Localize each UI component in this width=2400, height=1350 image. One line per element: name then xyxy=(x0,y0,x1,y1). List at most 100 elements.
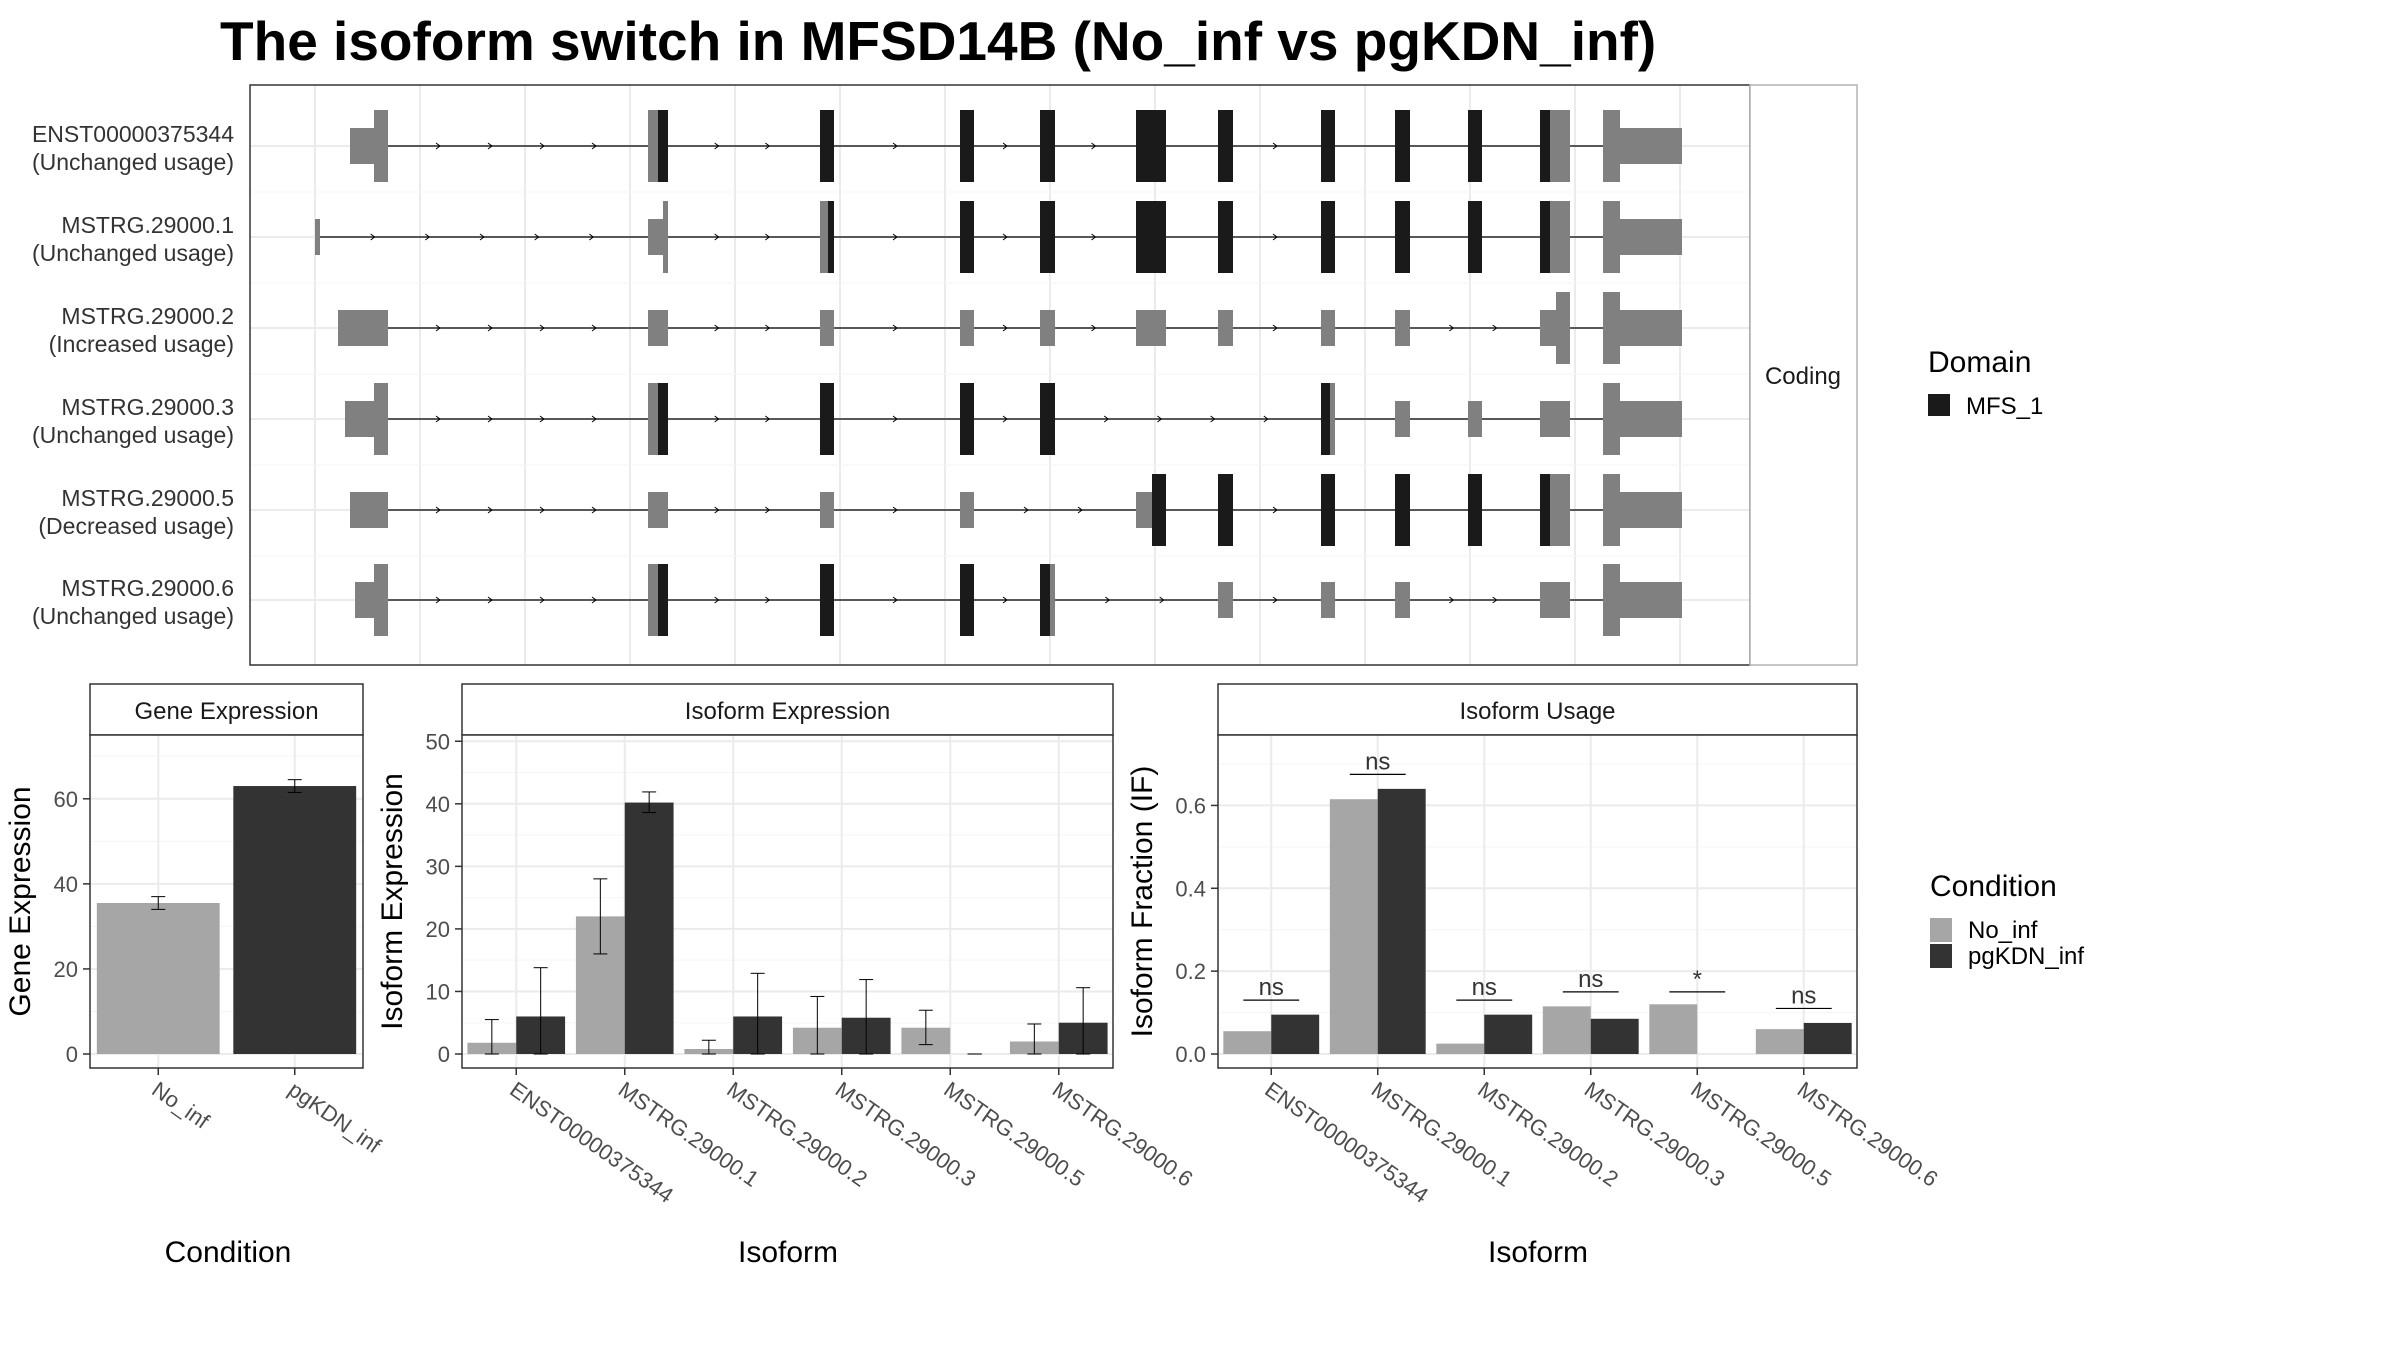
intron-arrow xyxy=(435,324,441,332)
exon-block xyxy=(820,492,834,528)
exon-block xyxy=(1468,401,1482,437)
panel-border xyxy=(461,734,1114,1069)
exon-block xyxy=(1330,383,1335,455)
mfs1-domain-exon xyxy=(1540,474,1550,546)
intron-arrow xyxy=(1263,415,1269,423)
intron-arrow xyxy=(591,142,597,150)
condition-legend-label-no-inf: No_inf xyxy=(1968,917,2038,944)
intron-arrow xyxy=(1157,415,1163,423)
mfs1-domain-exon xyxy=(960,201,974,273)
mfs1-domain-exon xyxy=(828,201,834,273)
intron-arrow xyxy=(591,324,597,332)
intron-arrow xyxy=(1091,233,1097,241)
intron-arrow xyxy=(1210,415,1216,423)
intron-arrow xyxy=(539,596,545,604)
intron-arrow xyxy=(1091,142,1097,150)
intron-arrow xyxy=(534,233,540,241)
y-tick-label: 20 xyxy=(426,917,450,942)
exon-block xyxy=(1136,492,1152,528)
mfs1-domain-exon xyxy=(1468,474,1482,546)
intron-arrow xyxy=(1272,506,1278,514)
intron-arrow xyxy=(1002,233,1008,241)
intron-arrow xyxy=(1159,596,1165,604)
exon-block xyxy=(315,219,320,255)
exon-block xyxy=(1321,582,1335,618)
bar xyxy=(624,802,674,1054)
exon-block xyxy=(1620,219,1682,255)
x-axis-title: Condition xyxy=(165,1236,292,1269)
panel-strip xyxy=(89,683,364,736)
intron-arrow xyxy=(765,142,771,150)
exon-block xyxy=(1395,401,1410,437)
mfs1-domain-exon xyxy=(1136,201,1166,273)
significance-label: ns xyxy=(1365,748,1390,775)
mfs1-domain-exon xyxy=(820,383,834,455)
exon-block xyxy=(648,492,668,528)
y-tick-label: 50 xyxy=(426,729,450,754)
domain-legend-label-mfs1: MFS_1 xyxy=(1966,393,2043,420)
exon-block xyxy=(1620,582,1682,618)
intron-arrow xyxy=(1002,324,1008,332)
isoform-id-label: MSTRG.29000.3 xyxy=(61,394,234,420)
exon-block xyxy=(1603,564,1620,636)
exon-block xyxy=(1603,201,1620,273)
significance-label: ns xyxy=(1791,982,1816,1009)
exon-block xyxy=(1321,310,1335,346)
isoform-usage-label: (Unchanged usage) xyxy=(32,603,234,629)
bar xyxy=(1484,1014,1533,1054)
significance-label: ns xyxy=(1578,966,1603,993)
gene-expression-chart: Gene Expression 0 20 40 60 No_inf pgKDN_inf Con… xyxy=(4,683,386,1269)
intron-arrow xyxy=(892,324,898,332)
significance-label: * xyxy=(1693,966,1702,993)
mfs1-domain-exon xyxy=(1040,110,1055,182)
transcript-tracks xyxy=(315,110,1682,636)
mfs1-domain-exon xyxy=(1218,474,1233,546)
isoform-usage-label: (Unchanged usage) xyxy=(32,422,234,448)
intron-arrow xyxy=(765,596,771,604)
exon-block xyxy=(338,310,388,346)
mfs1-domain-exon xyxy=(1395,201,1410,273)
condition-legend-title: Condition xyxy=(1930,870,2057,903)
exon-block xyxy=(1040,310,1055,346)
mfs1-domain-exon xyxy=(1395,110,1410,182)
condition-legend-key-pgkdn-inf xyxy=(1930,944,1952,968)
intron-arrow xyxy=(591,506,597,514)
intron-arrow xyxy=(487,142,493,150)
exon-block xyxy=(1050,564,1055,636)
exon-block xyxy=(374,110,388,182)
intron-arrow xyxy=(1492,596,1498,604)
exon-block xyxy=(648,310,668,346)
exon-block xyxy=(648,383,658,455)
intron-arrow xyxy=(487,506,493,514)
intron-arrow xyxy=(539,142,545,150)
domain-legend-title: Domain xyxy=(1928,346,2031,379)
intron-arrow xyxy=(1077,506,1083,514)
exon-block xyxy=(1556,292,1570,364)
mfs1-domain-exon xyxy=(1540,110,1550,182)
coding-strip-label: Coding xyxy=(1765,363,1841,390)
structure-panel-background xyxy=(250,85,1750,665)
y-tick-label: 0 xyxy=(438,1042,450,1067)
intron-arrow xyxy=(591,596,597,604)
intron-arrow xyxy=(714,596,720,604)
mfs1-domain-exon xyxy=(1218,201,1233,273)
intron-arrow xyxy=(1272,324,1278,332)
isoform-id-label: MSTRG.29000.2 xyxy=(61,303,234,329)
exon-block xyxy=(820,201,828,273)
exon-block xyxy=(960,310,974,346)
exon-block xyxy=(1395,310,1410,346)
isoform-id-label: MSTRG.29000.1 xyxy=(61,212,234,238)
isoform-usage-label: (Decreased usage) xyxy=(38,513,234,539)
isoform-usage-label: (Unchanged usage) xyxy=(32,149,234,175)
intron-arrow xyxy=(425,233,431,241)
panel-border xyxy=(1217,734,1858,1069)
mfs1-domain-exon xyxy=(1540,201,1550,273)
mfs1-domain-exon xyxy=(1040,564,1050,636)
mfs1-domain-exon xyxy=(1040,201,1055,273)
isoform-usage-label: (Increased usage) xyxy=(49,331,234,357)
exon-block xyxy=(355,582,374,618)
exon-block xyxy=(1540,582,1560,618)
x-tick-label: pgKDN_inf xyxy=(284,1077,386,1159)
intron-arrow xyxy=(1002,142,1008,150)
